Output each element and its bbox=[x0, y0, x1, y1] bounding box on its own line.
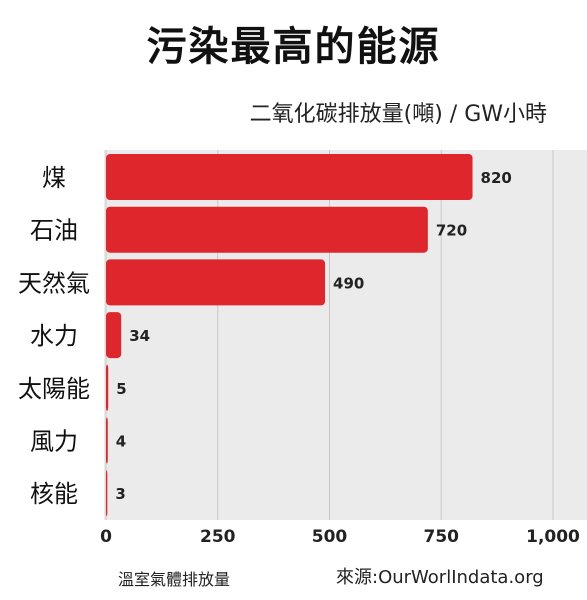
value-label: 490 bbox=[333, 274, 364, 292]
x-tick-labels: 0 250 500 750 1,000 bbox=[100, 527, 580, 547]
category-label: 煤 bbox=[42, 164, 66, 192]
bar bbox=[106, 259, 326, 306]
bar bbox=[106, 154, 473, 200]
category-label: 石油 bbox=[30, 217, 78, 245]
chart-title: 污染最高的能源 bbox=[146, 24, 441, 70]
value-label: 720 bbox=[436, 222, 467, 240]
bar bbox=[106, 364, 109, 411]
bar bbox=[106, 312, 122, 359]
plot-background bbox=[104, 150, 587, 520]
value-label: 3 bbox=[115, 485, 125, 503]
x-tick-label: 250 bbox=[200, 527, 236, 547]
x-tick-label: 1,000 bbox=[526, 527, 580, 547]
bar bbox=[106, 417, 108, 464]
x-tick-label: 750 bbox=[424, 527, 460, 547]
value-labels: 820 720 490 34 5 4 3 bbox=[115, 169, 512, 503]
value-label: 820 bbox=[481, 169, 512, 187]
category-label: 太陽能 bbox=[18, 375, 90, 403]
x-tick-label: 500 bbox=[312, 527, 348, 547]
value-label: 34 bbox=[129, 327, 150, 345]
category-label: 風力 bbox=[30, 428, 78, 456]
bar bbox=[106, 470, 108, 517]
value-label: 5 bbox=[116, 380, 126, 398]
bar bbox=[106, 206, 428, 253]
bars bbox=[106, 154, 473, 517]
category-label: 天然氣 bbox=[18, 269, 90, 297]
value-label: 4 bbox=[116, 433, 126, 451]
category-label: 核能 bbox=[30, 480, 78, 508]
unit-label: 二氧化碳排放量(噸) / GW小時 bbox=[249, 102, 547, 127]
source-credit: 來源:OurWorlIndata.org bbox=[336, 567, 544, 588]
footer-note: 溫室氣體排放量 bbox=[118, 570, 231, 589]
category-label: 水力 bbox=[30, 322, 78, 350]
x-tick-label: 0 bbox=[100, 527, 112, 547]
